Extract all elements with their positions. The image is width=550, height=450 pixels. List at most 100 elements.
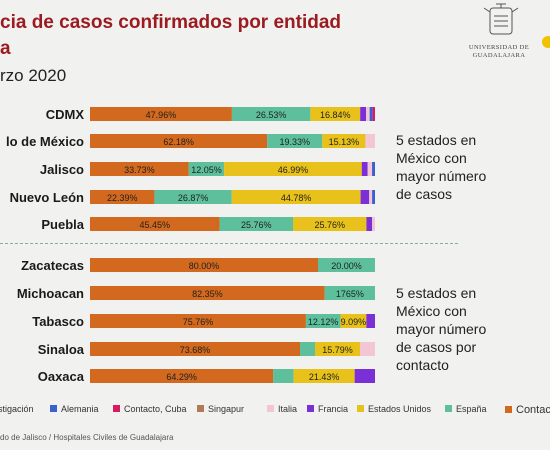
- category-label: Oaxaca: [38, 369, 85, 384]
- data-label: 45.45%: [140, 220, 171, 230]
- category-label: Puebla: [41, 217, 84, 232]
- legend-swatch: [267, 405, 274, 412]
- bar-segment: [231, 107, 311, 121]
- data-label: 44.78%: [281, 193, 312, 203]
- bar-segment: [90, 369, 274, 383]
- data-label: 64.29%: [166, 372, 197, 382]
- data-label: 1765%: [336, 289, 364, 299]
- legend-item: Italia: [267, 404, 297, 414]
- source-footer: do de Jalisco / Hospitales Civiles de Gu…: [0, 433, 174, 442]
- legend-swatch: [50, 405, 57, 412]
- bar-segment: [90, 314, 306, 328]
- bar-segment: [293, 369, 355, 383]
- bar-segment: [90, 162, 189, 176]
- bar-segment: [154, 190, 232, 204]
- logo-text: UNIVERSIDAD DE GUADALAJARA: [468, 44, 530, 59]
- bar-segment: [322, 134, 366, 148]
- category-label: Zacatecas: [21, 258, 84, 273]
- bar-segment: [300, 342, 316, 356]
- legend-swatch: [445, 405, 452, 412]
- data-label: 12.12%: [308, 317, 339, 327]
- bar-segment: [90, 286, 325, 300]
- data-label: 21.43%: [309, 372, 340, 382]
- side-note-top: 5 estados en México con mayor número de …: [396, 132, 487, 202]
- accent-dot: [542, 36, 550, 48]
- legend-item: stigación: [0, 404, 34, 414]
- bar-segment: [360, 342, 375, 356]
- data-label: 62.18%: [163, 137, 194, 147]
- legend-swatch: [307, 405, 314, 412]
- stacked-bar-chart: CDMX 47.96% 26.53% 16.84% lo de México 62.18%…: [6, 107, 375, 384]
- legend-label: Contacto: [516, 404, 550, 416]
- data-label: 20.00%: [331, 261, 362, 271]
- data-label: 25.76%: [314, 220, 345, 230]
- bar-segment: [367, 162, 373, 176]
- legend-swatch: [113, 405, 120, 412]
- category-label: CDMX: [46, 107, 85, 122]
- legend-item: Francia: [307, 404, 348, 414]
- legend-item: España: [445, 404, 487, 414]
- bar-segment: [231, 190, 361, 204]
- category-label: Sinaloa: [38, 342, 85, 357]
- data-label: 47.96%: [146, 110, 177, 120]
- category-label: Tabasco: [32, 314, 84, 329]
- bar-segment: [354, 369, 375, 383]
- legend-item: Singapur: [197, 404, 244, 414]
- title-line-1: cia de casos confirmados por entidad: [0, 12, 342, 33]
- data-label: 16.84%: [320, 110, 351, 120]
- data-label: 33.73%: [124, 165, 155, 175]
- bar-segment: [90, 190, 155, 204]
- data-label: 12.05%: [191, 165, 222, 175]
- bar-segment: [369, 190, 373, 204]
- bar-segment: [365, 134, 375, 148]
- data-label: 9.09%: [341, 317, 367, 327]
- bar-segment: [372, 217, 375, 231]
- bar-segment: [310, 107, 361, 121]
- bar-segment: [366, 314, 375, 328]
- bar-segment: [366, 107, 370, 121]
- legend-label: Singapur: [208, 404, 245, 414]
- legend-swatch: [357, 405, 364, 412]
- data-label: 25.76%: [241, 220, 272, 230]
- legend-swatch: [197, 405, 204, 412]
- subtitle: rzo 2020: [0, 66, 67, 85]
- legend-item: Contacto: [505, 404, 550, 416]
- title-line-2: a: [0, 38, 11, 59]
- bar-segment: [360, 190, 370, 204]
- group-divider: [0, 243, 458, 244]
- legend-item: Alemania: [50, 404, 99, 414]
- legend-label: Italia: [278, 404, 298, 414]
- bar-segment: [318, 258, 375, 272]
- legend-label: Alemania: [61, 404, 99, 414]
- bar-segment: [90, 134, 268, 148]
- legend-swatch: [505, 406, 512, 413]
- data-label: 75.76%: [183, 317, 214, 327]
- bar-segment: [293, 217, 367, 231]
- bar-segment: [369, 107, 373, 121]
- legend-label: España: [456, 404, 487, 414]
- data-label: 15.13%: [329, 137, 360, 147]
- bar-segment: [372, 107, 375, 121]
- bar-segment: [324, 286, 375, 300]
- legend-item: Estados Unidos: [357, 404, 431, 414]
- bar-segment: [90, 107, 232, 121]
- data-label: 80.00%: [189, 261, 220, 271]
- bar-segment: [372, 162, 375, 176]
- bar-segment: [315, 342, 361, 356]
- category-label: lo de México: [6, 134, 84, 149]
- legend-label: Estados Unidos: [368, 404, 432, 414]
- legend-label: Francia: [318, 404, 349, 414]
- bar-segment: [366, 217, 373, 231]
- bar-segment: [361, 162, 368, 176]
- category-label: Michoacan: [17, 286, 84, 301]
- bar-segment: [273, 369, 294, 383]
- data-label: 26.87%: [178, 193, 209, 203]
- legend-item: Contacto, Cuba: [113, 404, 187, 414]
- university-seal-logo: [483, 3, 519, 35]
- legend-label: stigación: [0, 404, 34, 414]
- bar-segment: [305, 314, 341, 328]
- data-label: 22.39%: [107, 193, 138, 203]
- bar-segment: [360, 107, 367, 121]
- data-label: 82.35%: [192, 289, 223, 299]
- chart-legend: stigación Alemania Contacto, Cuba Singapur I…: [0, 404, 550, 420]
